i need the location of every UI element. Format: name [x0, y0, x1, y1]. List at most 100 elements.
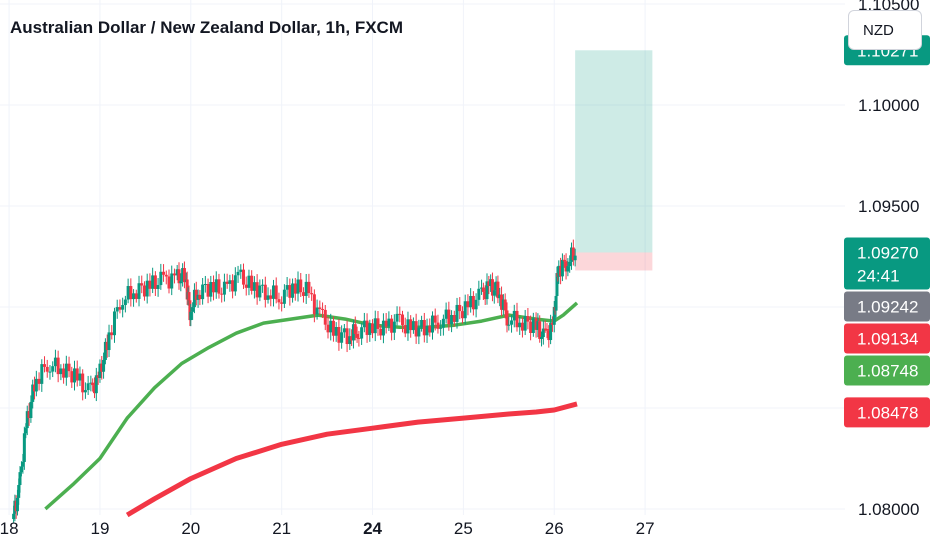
candle-body	[201, 284, 205, 300]
x-axis-label: 18	[0, 519, 19, 538]
candle-body	[271, 285, 275, 299]
price-tag	[844, 397, 930, 428]
candle-body	[198, 294, 202, 300]
candle-body	[25, 411, 29, 429]
candle-body	[291, 283, 295, 298]
candle-body	[91, 382, 95, 386]
candle-body	[112, 311, 116, 336]
candle-body	[148, 280, 152, 289]
candle-body	[206, 284, 210, 297]
candle-body	[231, 280, 235, 292]
candle-body	[126, 286, 130, 300]
candle-body	[27, 411, 31, 418]
candle-body	[379, 328, 383, 336]
candle-body	[212, 282, 216, 293]
candle-body	[545, 329, 549, 331]
position-stop-zone	[575, 252, 653, 271]
currency-selector[interactable]: NZD	[848, 10, 922, 50]
candle-body	[487, 281, 491, 287]
candle-body	[477, 288, 481, 300]
candle-body	[156, 285, 160, 289]
candle-body	[571, 247, 575, 261]
candle-body	[342, 328, 346, 333]
candle-body	[214, 279, 218, 293]
candle-body	[337, 326, 341, 343]
candle-body	[549, 322, 553, 341]
candle-body	[12, 513, 16, 520]
candle-body	[555, 273, 559, 297]
price-tag-countdown: 24:41	[857, 266, 900, 285]
price-tag	[844, 291, 930, 322]
candle-body	[37, 378, 41, 384]
candle-body	[496, 281, 500, 299]
candle-body	[345, 328, 349, 345]
candle-body	[392, 321, 396, 333]
price-tag-label: 1.08748	[857, 361, 918, 380]
candle-body	[179, 281, 183, 284]
candle-body	[531, 318, 535, 333]
candle-body	[228, 280, 232, 284]
candle-body	[222, 281, 226, 295]
price-tag-label: 1.09242	[857, 297, 918, 316]
candle-body	[43, 364, 47, 367]
candle-body	[75, 368, 79, 381]
candle-body	[31, 384, 35, 402]
candle-body	[115, 307, 119, 312]
candle-body	[483, 291, 487, 300]
candle-body	[494, 281, 498, 291]
candle-body	[562, 259, 566, 262]
x-axis-label: 19	[90, 519, 109, 538]
candle-body	[463, 301, 467, 319]
candle-body	[310, 293, 314, 295]
candle-body	[570, 247, 574, 262]
candle-body	[98, 363, 102, 378]
candle-body	[56, 357, 60, 375]
candle-body	[534, 318, 538, 330]
candle-body	[153, 275, 157, 289]
candle-body	[439, 327, 443, 329]
x-axis-label: 26	[545, 519, 564, 538]
candle-body	[73, 368, 77, 383]
price-tag-label: 1.08478	[857, 403, 918, 422]
candle-body	[381, 320, 385, 336]
candle-body	[315, 307, 319, 315]
candle-body	[304, 281, 308, 296]
candle-body	[430, 315, 434, 333]
candle-body	[414, 321, 418, 337]
candle-body	[29, 401, 33, 418]
candle-body	[560, 259, 564, 277]
candle-body	[474, 299, 478, 310]
candle-body	[67, 363, 71, 372]
candle-body	[538, 321, 542, 339]
candle-body	[194, 289, 198, 300]
candle-body	[447, 309, 451, 325]
candle-body	[170, 273, 174, 289]
candle-body	[48, 371, 52, 373]
price-tag-label: 1.09134	[857, 329, 918, 348]
candle-body	[123, 299, 127, 306]
candle-body	[351, 324, 355, 341]
candle-body	[159, 271, 163, 286]
candle-body	[485, 281, 489, 300]
candle-body	[420, 320, 424, 328]
candle-body	[137, 283, 141, 299]
candle-body	[398, 313, 402, 315]
candle-body	[390, 318, 394, 333]
candle-body	[348, 336, 352, 345]
candle-body	[469, 295, 473, 308]
candle-body	[564, 261, 568, 272]
candle-body	[559, 265, 563, 277]
y-axis-label: 1.08000	[858, 500, 919, 519]
candle-body	[258, 285, 262, 298]
candle-body	[323, 309, 327, 325]
candle-body	[182, 268, 186, 283]
x-axis-label: 20	[181, 519, 200, 538]
candle-body	[403, 325, 407, 334]
candle-body	[94, 375, 98, 394]
candle-body	[568, 261, 572, 267]
candle-body	[387, 318, 391, 327]
candle-body	[285, 285, 289, 290]
candle-body	[220, 293, 224, 295]
candle-body	[145, 280, 149, 297]
